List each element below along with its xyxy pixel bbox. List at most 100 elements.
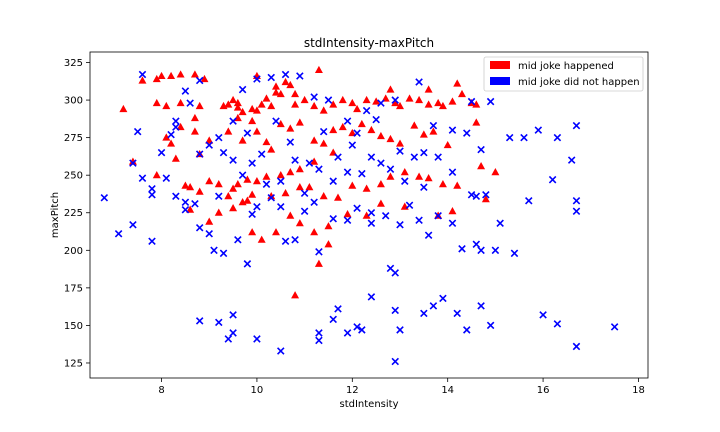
y-tick-label: 125	[64, 358, 83, 369]
data-point-mid-joke-happened	[310, 157, 319, 165]
data-point-mid-joke-did-not-happen	[396, 147, 404, 155]
data-point-mid-joke-did-not-happen	[572, 196, 581, 205]
data-point-mid-joke-happened	[415, 95, 424, 104]
data-point-mid-joke-happened	[295, 164, 304, 173]
data-point-mid-joke-did-not-happen	[114, 230, 123, 238]
data-point-mid-joke-did-not-happen	[377, 159, 385, 167]
data-point-mid-joke-happened	[286, 167, 295, 176]
data-point-mid-joke-happened	[286, 124, 295, 132]
data-point-mid-joke-happened	[190, 127, 199, 135]
data-point-mid-joke-happened	[252, 176, 261, 185]
data-point-mid-joke-happened	[243, 175, 252, 183]
data-point-mid-joke-did-not-happen	[210, 246, 218, 255]
data-point-mid-joke-happened	[386, 85, 395, 93]
data-point-mid-joke-happened	[262, 172, 271, 180]
data-point-mid-joke-did-not-happen	[353, 323, 361, 331]
data-point-mid-joke-happened	[491, 167, 500, 176]
data-point-mid-joke-happened	[248, 104, 257, 113]
data-point-mid-joke-did-not-happen	[138, 70, 147, 79]
data-point-mid-joke-happened	[205, 176, 214, 185]
data-point-mid-joke-happened	[214, 180, 223, 188]
y-tick-label: 150	[64, 321, 83, 332]
data-point-mid-joke-did-not-happen	[482, 190, 490, 199]
data-point-mid-joke-happened	[448, 97, 457, 105]
data-point-mid-joke-happened	[138, 76, 147, 84]
legend-label-mid-joke-happened: mid joke happened	[518, 61, 614, 72]
data-point-mid-joke-happened	[405, 94, 414, 102]
data-point-mid-joke-happened	[376, 180, 385, 188]
y-tick-label: 175	[64, 283, 83, 294]
data-point-mid-joke-did-not-happen	[248, 159, 256, 167]
data-point-mid-joke-did-not-happen	[305, 159, 314, 167]
data-point-mid-joke-happened	[362, 211, 371, 219]
data-point-mid-joke-did-not-happen	[243, 129, 252, 137]
data-point-mid-joke-did-not-happen	[205, 141, 213, 149]
data-point-mid-joke-happened	[262, 94, 271, 102]
data-point-mid-joke-happened	[190, 113, 199, 122]
data-point-mid-joke-did-not-happen	[610, 323, 619, 331]
data-point-mid-joke-did-not-happen	[310, 93, 318, 101]
data-point-mid-joke-happened	[376, 199, 385, 207]
data-point-mid-joke-happened	[167, 71, 176, 80]
data-point-mid-joke-did-not-happen	[477, 302, 485, 310]
data-point-mid-joke-did-not-happen	[334, 153, 342, 161]
data-point-mid-joke-did-not-happen	[463, 129, 471, 137]
data-point-mid-joke-happened	[152, 74, 161, 83]
data-point-mid-joke-did-not-happen	[463, 326, 471, 334]
data-point-mid-joke-happened	[324, 222, 333, 230]
data-point-mid-joke-happened	[162, 101, 171, 110]
data-point-mid-joke-did-not-happen	[396, 326, 404, 334]
data-point-mid-joke-did-not-happen	[100, 193, 109, 202]
x-tick-label: 8	[158, 385, 164, 396]
data-point-mid-joke-did-not-happen	[343, 168, 352, 176]
data-point-mid-joke-did-not-happen	[496, 219, 504, 228]
data-point-mid-joke-did-not-happen	[267, 73, 275, 82]
data-point-mid-joke-did-not-happen	[172, 192, 180, 200]
data-point-mid-joke-happened	[286, 80, 295, 89]
data-point-mid-joke-did-not-happen	[420, 183, 428, 191]
data-point-mid-joke-did-not-happen	[267, 193, 275, 202]
data-point-mid-joke-happened	[386, 172, 395, 180]
data-point-mid-joke-did-not-happen	[205, 230, 213, 238]
data-point-mid-joke-did-not-happen	[448, 126, 457, 134]
data-point-mid-joke-did-not-happen	[238, 171, 247, 179]
data-point-mid-joke-happened	[248, 190, 257, 198]
data-point-mid-joke-did-not-happen	[181, 198, 190, 206]
data-point-mid-joke-did-not-happen	[300, 189, 309, 197]
data-point-mid-joke-happened	[224, 192, 233, 200]
data-point-mid-joke-did-not-happen	[439, 294, 447, 303]
data-point-mid-joke-did-not-happen	[343, 216, 352, 225]
data-point-mid-joke-happened	[119, 104, 128, 113]
x-tick-label: 18	[632, 385, 645, 396]
data-point-mid-joke-happened	[267, 192, 276, 200]
data-marks	[100, 65, 619, 366]
legend: mid joke happened mid joke did not happe…	[483, 56, 644, 92]
data-point-mid-joke-happened	[481, 195, 490, 203]
data-point-mid-joke-did-not-happen	[195, 317, 204, 325]
x-tick-label: 10	[251, 385, 264, 396]
data-point-mid-joke-happened	[267, 101, 276, 110]
y-tick-label: 250	[64, 171, 83, 182]
data-point-mid-joke-did-not-happen	[315, 336, 323, 345]
data-point-mid-joke-did-not-happen	[448, 219, 457, 228]
data-point-mid-joke-happened	[229, 95, 238, 104]
data-point-mid-joke-did-not-happen	[405, 201, 414, 210]
data-point-mid-joke-happened	[295, 183, 304, 191]
data-point-mid-joke-happened	[291, 89, 300, 98]
data-point-mid-joke-did-not-happen	[229, 156, 237, 164]
data-point-mid-joke-did-not-happen	[215, 133, 223, 142]
x-tick-label: 16	[537, 385, 550, 396]
data-point-mid-joke-did-not-happen	[367, 153, 376, 161]
data-point-mid-joke-happened	[257, 100, 266, 108]
data-point-mid-joke-did-not-happen	[367, 219, 376, 228]
data-point-mid-joke-did-not-happen	[229, 117, 237, 125]
data-point-mid-joke-happened	[152, 98, 161, 107]
data-point-mid-joke-happened	[190, 70, 199, 78]
x-axis-title: stdIntensity	[339, 399, 398, 410]
data-point-mid-joke-did-not-happen	[343, 117, 352, 125]
data-point-mid-joke-did-not-happen	[477, 145, 485, 154]
data-point-mid-joke-happened	[343, 210, 352, 218]
data-point-mid-joke-happened	[171, 154, 180, 162]
plot-area	[89, 51, 649, 379]
